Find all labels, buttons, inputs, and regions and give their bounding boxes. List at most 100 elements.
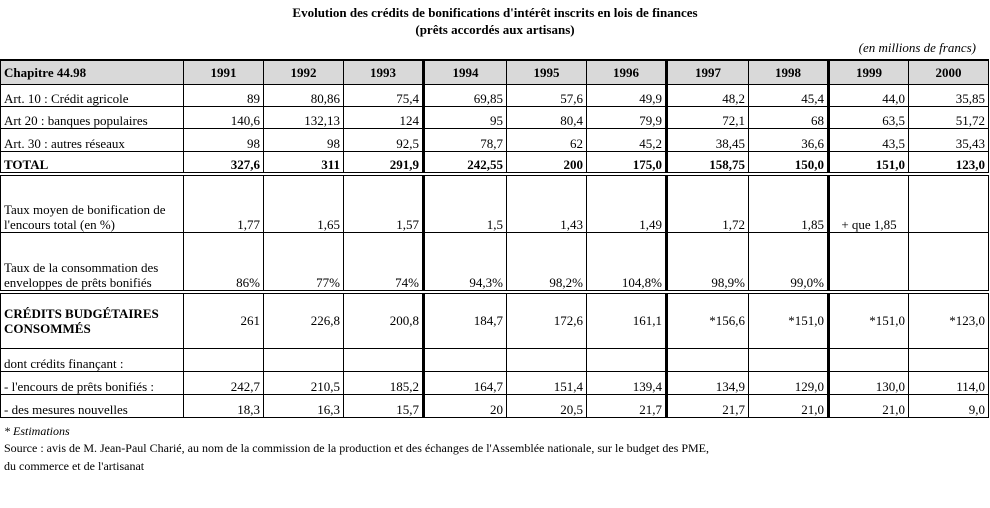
cell-value (908, 172, 989, 233)
cell-value: 261 (183, 290, 264, 349)
cell-value: 311 (263, 150, 344, 175)
cell-value: 129,0 (748, 370, 829, 395)
table-subtitle: (prêts accordés aux artisans) (415, 22, 575, 37)
cell-value: 139,4 (586, 370, 667, 395)
cell-value: 20,5 (506, 393, 587, 418)
cell-value: 175,0 (586, 150, 667, 175)
cell-value: 21,7 (665, 393, 749, 418)
cell-value: 94,3% (422, 231, 507, 293)
cell-value: 57,6 (506, 83, 587, 107)
row-label: CRÉDITS BUDGÉTAIRES CONSOMMÉS (0, 290, 184, 349)
cell-value: 18,3 (183, 393, 264, 418)
cell-value: 36,6 (748, 127, 829, 152)
cell-value: 79,9 (586, 105, 667, 129)
cell-value: 98,2% (506, 231, 587, 293)
cell-value: 35,43 (908, 127, 989, 152)
header-year: 1999 (827, 59, 909, 85)
cell-value (422, 347, 507, 372)
cell-value: 200,8 (343, 290, 424, 349)
cell-value: 164,7 (422, 370, 507, 395)
cell-value: 185,2 (343, 370, 424, 395)
row-label: Art 20 : banques populaires (0, 105, 184, 129)
cell-value: 132,13 (263, 105, 344, 129)
cell-value (263, 347, 344, 372)
cell-value: *151,0 (827, 290, 909, 349)
cell-value: 99,0% (748, 231, 829, 293)
cell-value: 35,85 (908, 83, 989, 107)
cell-value: 184,7 (422, 290, 507, 349)
cell-value: 92,5 (343, 127, 424, 152)
source-line-1: Source : avis de M. Jean-Paul Charié, au… (4, 441, 709, 455)
header-year: 1991 (183, 59, 264, 85)
row-label: dont crédits finançant : (0, 347, 184, 372)
cell-value (827, 347, 909, 372)
cell-value: 38,45 (665, 127, 749, 152)
cell-value: 104,8% (586, 231, 667, 293)
cell-value: 1,43 (506, 172, 587, 233)
cell-value (908, 347, 989, 372)
header-chapitre: Chapitre 44.98 (0, 59, 184, 85)
header-year: 1996 (586, 59, 667, 85)
cell-value: 72,1 (665, 105, 749, 129)
cell-value: 1,72 (665, 172, 749, 233)
cell-value: 20 (422, 393, 507, 418)
header-year: 1994 (422, 59, 507, 85)
cell-value: 80,4 (506, 105, 587, 129)
cell-value: 15,7 (343, 393, 424, 418)
cell-value: 200 (506, 150, 587, 175)
cell-value (343, 347, 424, 372)
cell-value: 242,55 (422, 150, 507, 175)
header-row: Chapitre 44.98 1991 1992 1993 1994 1995 1996 19… (0, 59, 989, 85)
table-row: Taux moyen de bonification de l'encours … (0, 172, 989, 233)
row-label: - l'encours de prêts bonifiés : (0, 370, 184, 395)
cell-value: 130,0 (827, 370, 909, 395)
cell-value (586, 347, 667, 372)
cell-value: + que 1,85 (827, 172, 909, 233)
cell-value: 9,0 (908, 393, 989, 418)
header-year: 2000 (908, 59, 989, 85)
cell-value: 140,6 (183, 105, 264, 129)
cell-value: 45,2 (586, 127, 667, 152)
table-row: Taux de la consommation des enveloppes d… (0, 231, 989, 293)
cell-value (183, 347, 264, 372)
cell-value (506, 347, 587, 372)
cell-value: 63,5 (827, 105, 909, 129)
source-line-2: du commerce et de l'artisanat (4, 459, 145, 473)
cell-value: 172,6 (506, 290, 587, 349)
cell-value: 86% (183, 231, 264, 293)
row-label: - des mesures nouvelles (0, 393, 184, 418)
cell-value: 1,85 (748, 172, 829, 233)
cell-value: 77% (263, 231, 344, 293)
table-row: Art. 10 : Crédit agricole 89 80,86 75,4 69,8… (0, 83, 989, 107)
cell-value: 68 (748, 105, 829, 129)
cell-value (665, 347, 749, 372)
cell-value: 98 (263, 127, 344, 152)
cell-value: 16,3 (263, 393, 344, 418)
header-year: 1997 (665, 59, 749, 85)
cell-value: 45,4 (748, 83, 829, 107)
table-row: Art. 30 : autres réseaux 98 98 92,5 78,7 62 45… (0, 127, 989, 152)
table-row: dont crédits finançant : (0, 347, 989, 372)
cell-value: 43,5 (827, 127, 909, 152)
table-row: TOTAL 327,6 311 291,9 242,55 200 175,0 158,75 15… (0, 150, 989, 175)
table-row: Art 20 : banques populaires 140,6 132,13 12… (0, 105, 989, 129)
cell-value: 1,57 (343, 172, 424, 233)
footnote: * Estimations (4, 424, 70, 438)
cell-value: 1,77 (183, 172, 264, 233)
credits-table: Chapitre 44.98 1991 1992 1993 1994 1995 1996 19… (0, 59, 989, 418)
cell-value: 69,85 (422, 83, 507, 107)
cell-value (827, 231, 909, 293)
cell-value: 327,6 (183, 150, 264, 175)
row-label: Art. 30 : autres réseaux (0, 127, 184, 152)
cell-value: 291,9 (343, 150, 424, 175)
cell-value: 1,5 (422, 172, 507, 233)
cell-value: 123,0 (908, 150, 989, 175)
cell-value: 210,5 (263, 370, 344, 395)
cell-value: 98,9% (665, 231, 749, 293)
cell-value: 1,49 (586, 172, 667, 233)
cell-value: 48,2 (665, 83, 749, 107)
cell-value: 95 (422, 105, 507, 129)
table-row: - l'encours de prêts bonifiés :242,7 210,… (0, 370, 989, 395)
unit-label: (en millions de francs) (858, 40, 976, 55)
cell-value: 49,9 (586, 83, 667, 107)
